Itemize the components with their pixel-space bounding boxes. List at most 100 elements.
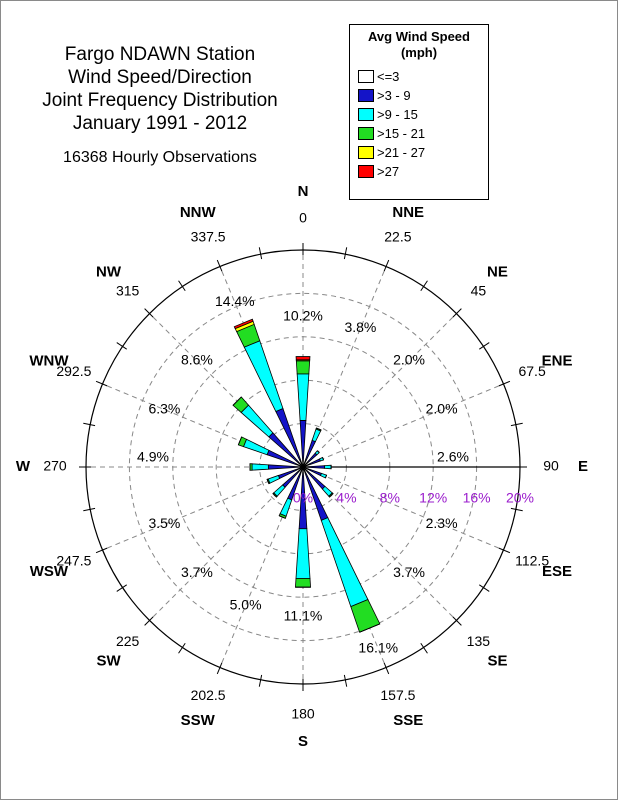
wind-segment xyxy=(329,493,334,498)
wind-segment xyxy=(243,340,284,412)
legend-swatch xyxy=(358,70,374,83)
legend-item: >15 - 21 xyxy=(358,124,488,143)
legend: Avg Wind Speed (mph) <=3 >3 - 9 >9 - 15 >15… xyxy=(349,24,489,200)
compass-tick xyxy=(343,674,348,687)
direction-name: SE xyxy=(487,652,507,669)
direction-name: SW xyxy=(96,652,121,669)
radial-tick-label: 0% xyxy=(293,490,313,506)
direction-degree: 90 xyxy=(543,458,559,474)
compass-tick xyxy=(510,507,523,512)
wind-segment xyxy=(325,474,327,479)
sector-total-label: 2.6% xyxy=(437,449,469,465)
compass-tick xyxy=(116,584,128,592)
legend-item: >21 - 27 xyxy=(358,143,488,162)
legend-swatch xyxy=(358,89,374,102)
legend-label: >27 xyxy=(377,164,400,179)
direction-name: WSW xyxy=(30,563,69,580)
direction-name: NE xyxy=(487,264,508,281)
spoke xyxy=(302,313,457,468)
legend-swatch xyxy=(358,165,374,178)
legend-item: <=3 xyxy=(358,67,488,86)
wind-segment xyxy=(251,463,269,471)
wind-segment xyxy=(324,464,332,470)
direction-degree: 180 xyxy=(291,706,315,722)
direction-degree: 157.5 xyxy=(380,687,415,703)
sector-total-label: 6.3% xyxy=(148,400,180,416)
wind-segment xyxy=(304,465,326,469)
wind-segment xyxy=(350,598,381,633)
sector-total-label: 3.5% xyxy=(148,515,180,531)
direction-degree: 0 xyxy=(299,210,307,226)
compass-tick xyxy=(116,342,128,350)
radial-tick-label: 4% xyxy=(336,490,356,506)
direction-degree: 315 xyxy=(116,282,140,298)
legend-swatch xyxy=(358,108,374,121)
direction-degree: 270 xyxy=(43,458,67,474)
wind-segment xyxy=(322,457,324,461)
compass-tick xyxy=(178,642,186,654)
direction-name: SSE xyxy=(393,712,423,729)
wind-segment xyxy=(295,578,311,588)
compass-tick xyxy=(83,507,96,512)
legend-label: >21 - 27 xyxy=(377,145,426,160)
direction-name: ESE xyxy=(542,563,572,580)
chart-subtitle: 16368 Hourly Observations xyxy=(63,149,257,166)
direction-name: ENE xyxy=(542,353,573,370)
wind-segment xyxy=(295,360,311,375)
compass-tick xyxy=(95,547,108,554)
direction-degree: 292.5 xyxy=(56,363,91,379)
wind-segment xyxy=(299,420,307,466)
direction-degree: 67.5 xyxy=(518,363,545,379)
compass-tick xyxy=(420,280,428,292)
direction-name: NW xyxy=(96,264,122,281)
wind-segment xyxy=(272,493,277,498)
chart-title: Joint Frequency Distribution xyxy=(42,90,278,111)
wind-segment xyxy=(295,356,311,361)
compass-tick xyxy=(510,422,523,427)
direction-degree: 22.5 xyxy=(384,229,411,245)
compass-tick xyxy=(478,584,490,592)
wind-segment xyxy=(242,438,270,456)
wind-segment xyxy=(295,528,311,579)
wind-segment xyxy=(240,404,274,438)
chart-title: January 1991 - 2012 xyxy=(73,113,247,134)
legend-label: >3 - 9 xyxy=(377,88,411,103)
compass-tick xyxy=(452,616,462,626)
direction-name: W xyxy=(16,458,31,475)
wind-segment xyxy=(267,474,281,484)
legend-item: >3 - 9 xyxy=(358,86,488,105)
legend-items: <=3 >3 - 9 >9 - 15 >15 - 21 >21 - 27 >27 xyxy=(350,67,488,181)
wind-segment xyxy=(267,464,302,470)
compass-tick xyxy=(95,380,108,387)
direction-name: SSW xyxy=(181,712,216,729)
sector-total-label: 3.8% xyxy=(344,319,376,335)
wind-segment xyxy=(233,318,254,330)
wind-segment xyxy=(296,373,310,421)
spoke xyxy=(302,383,504,468)
sector-total-label: 2.3% xyxy=(426,515,458,531)
compass-tick xyxy=(178,280,186,292)
sector-total-label: 10.2% xyxy=(283,308,323,324)
wind-segment xyxy=(359,623,381,633)
wind-segment xyxy=(232,396,242,406)
sector-total-label: 3.7% xyxy=(393,564,425,580)
radial-tick-label: 8% xyxy=(380,490,400,506)
radial-tick-label: 12% xyxy=(419,490,447,506)
direction-degree: 112.5 xyxy=(515,553,549,569)
compass-tick xyxy=(216,662,223,675)
direction-name: N xyxy=(298,183,309,200)
compass-tick xyxy=(258,674,263,687)
wind-segment xyxy=(316,427,322,431)
direction-degree: 202.5 xyxy=(191,687,226,703)
compass-tick xyxy=(478,342,490,350)
wind-segment xyxy=(311,428,322,443)
direction-degree: 337.5 xyxy=(191,229,226,245)
compass-tick xyxy=(144,616,154,626)
direction-degree: 247.5 xyxy=(56,553,91,569)
direction-name: WNW xyxy=(29,353,69,370)
direction-degree: 225 xyxy=(116,633,140,649)
sector-total-label: 2.0% xyxy=(393,352,425,368)
spoke xyxy=(302,466,504,551)
